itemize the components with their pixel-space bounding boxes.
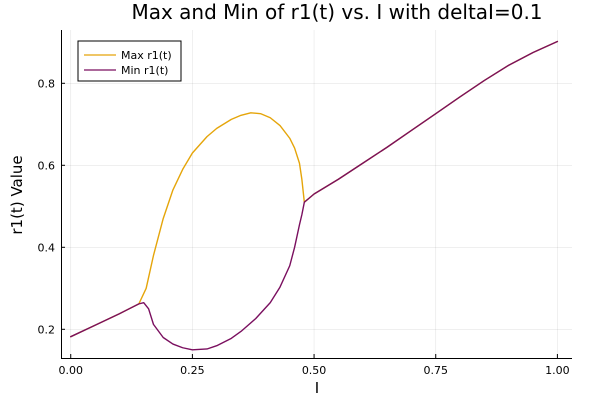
legend-label-min: Min r1(t) [121,64,168,77]
y-tick-label: 0.2 [38,323,56,336]
x-tick-label: 0.25 [180,364,205,377]
x-tick-label: 1.00 [545,364,570,377]
grid [61,30,572,358]
x-tick-label: 0.00 [58,364,83,377]
series-lines [70,40,559,351]
x-axis-label: I [315,379,319,397]
x-tick-label: 0.50 [302,364,327,377]
y-axis-label: r1(t) Value [8,155,26,234]
y-tick-label: 0.8 [38,77,56,90]
series-line-min [70,40,559,351]
legend-box [77,40,182,82]
axes [61,30,572,359]
legend-label-max: Max r1(t) [121,49,172,62]
x-tick-label: 0.75 [423,364,448,377]
tick-labels: 0.00 0.25 0.50 0.75 1.00 0.2 0.4 0.6 0.8 [38,77,570,377]
legend: Max r1(t) Min r1(t) [77,40,182,82]
y-tick-label: 0.4 [38,241,56,254]
chart-title: Max and Min of r1(t) vs. I with deltaI=0… [131,0,542,24]
y-tick-label: 0.6 [38,159,56,172]
